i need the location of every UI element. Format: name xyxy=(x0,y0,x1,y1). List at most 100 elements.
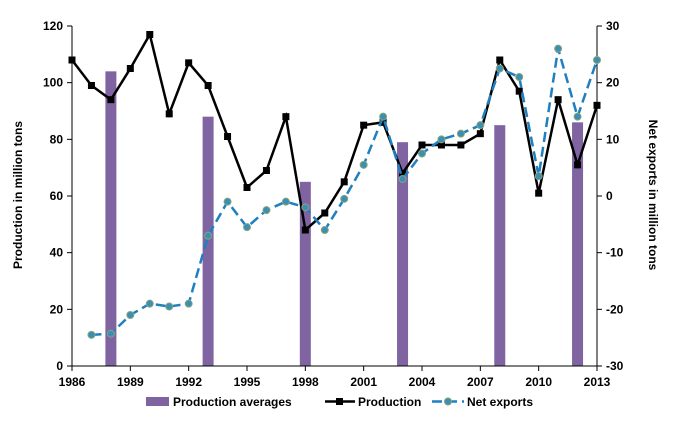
legend-label-production: Production xyxy=(358,395,421,409)
production-point xyxy=(262,167,270,174)
net-exports-point xyxy=(340,194,349,203)
y-right-tick-label: -10 xyxy=(606,246,624,260)
x-tick-label: 2010 xyxy=(525,375,552,389)
y-right-tick-label: 10 xyxy=(606,132,620,146)
net-exports-point xyxy=(165,302,174,311)
x-tick-label: 2007 xyxy=(467,375,494,389)
bars-layer xyxy=(105,71,584,367)
y-left-tick-label: 0 xyxy=(56,359,63,373)
net-exports-point xyxy=(437,135,446,144)
x-tick-label: 1989 xyxy=(117,375,144,389)
bar-production-average xyxy=(397,142,409,366)
legend-swatch-production-averages xyxy=(146,397,169,406)
net-exports-point xyxy=(126,311,135,319)
production-point xyxy=(301,226,309,234)
production-line xyxy=(71,31,599,233)
net-exports-point xyxy=(534,172,543,181)
net-exports-point xyxy=(593,56,601,64)
x-tick-label: 1992 xyxy=(175,375,202,389)
x-tick-label: 1986 xyxy=(59,375,86,389)
production-point xyxy=(146,31,154,38)
production-point xyxy=(554,96,562,104)
y-right-tick-label: -30 xyxy=(606,359,624,373)
net-exports-point xyxy=(87,330,96,339)
net-exports-point xyxy=(204,231,213,240)
x-tick-label: 2001 xyxy=(350,375,377,389)
y-left-tick-label: 40 xyxy=(50,246,64,260)
net-exports-point xyxy=(379,112,388,121)
production-point xyxy=(243,184,251,191)
legend-marker-production xyxy=(336,398,343,405)
y-left-tick-label: 60 xyxy=(50,189,64,203)
production-point xyxy=(282,113,290,121)
net-exports-point xyxy=(515,73,524,81)
production-point xyxy=(185,59,193,67)
legend: Production averages Production Net expor… xyxy=(146,395,533,409)
production-point xyxy=(379,118,387,126)
production-point xyxy=(515,87,523,95)
axes-layer xyxy=(67,25,602,371)
net-exports-point xyxy=(495,64,504,73)
net-exports-layer xyxy=(87,44,601,339)
net-exports-point xyxy=(320,226,329,234)
production-point xyxy=(165,110,173,118)
net-exports-point xyxy=(184,299,193,308)
production-point xyxy=(224,133,232,140)
legend-label-production-averages: Production averages xyxy=(173,395,292,409)
production-point xyxy=(457,141,465,149)
net-exports-point xyxy=(145,299,154,308)
net-exports-point xyxy=(301,203,310,212)
production-point xyxy=(360,121,368,129)
production-point xyxy=(399,169,407,177)
bar-production-average xyxy=(299,181,311,366)
ticks-layer: 1986 1989 1992 1995 1998 2001 2004 2007 2010 2013… xyxy=(43,19,624,389)
production-point xyxy=(496,56,504,64)
y-right-tick-label: 30 xyxy=(606,19,620,33)
net-exports-point xyxy=(476,121,485,130)
net-exports-point xyxy=(398,175,407,183)
production-point xyxy=(68,56,76,64)
x-tick-label: 1998 xyxy=(292,375,319,389)
production-point xyxy=(593,101,601,109)
production-point xyxy=(574,161,582,169)
production-point xyxy=(340,178,348,186)
net-exports-point xyxy=(418,149,426,158)
net-exports-point xyxy=(262,206,271,215)
y-right-tick-label: 20 xyxy=(606,76,620,90)
y-right-tick-label: -20 xyxy=(606,302,624,316)
production-point xyxy=(437,141,445,149)
y-left-tick-label: 120 xyxy=(43,19,63,33)
net-exports-point xyxy=(106,329,115,338)
x-tick-label: 2004 xyxy=(409,375,436,389)
production-point xyxy=(321,209,329,217)
production-point xyxy=(87,82,95,89)
y-axis-right-title: Net exports in million tons xyxy=(646,120,660,271)
net-exports-point xyxy=(223,197,232,206)
net-exports-point xyxy=(359,160,368,169)
legend-label-net-exports: Net exports xyxy=(467,395,533,409)
y-axis-left-title: Production in million tons xyxy=(11,121,25,269)
bar-production-average xyxy=(572,122,584,366)
y-right-tick-label: 0 xyxy=(606,189,613,203)
net-exports-point xyxy=(573,112,582,121)
legend-marker-net-exports xyxy=(444,397,452,406)
x-tick-label: 2013 xyxy=(584,375,611,389)
net-exports-point xyxy=(281,197,290,206)
production-point xyxy=(107,96,115,104)
x-tick-label: 1995 xyxy=(234,375,261,389)
net-exports-point xyxy=(554,44,563,53)
production-point xyxy=(476,130,484,138)
net-exports-point xyxy=(456,129,465,138)
y-left-tick-label: 80 xyxy=(50,132,64,146)
y-left-tick-label: 20 xyxy=(50,302,64,316)
production-point xyxy=(418,141,426,149)
bar-production-average xyxy=(202,116,214,367)
production-point xyxy=(535,189,543,197)
net-exports-point xyxy=(243,223,251,232)
production-point xyxy=(204,82,212,89)
bar-production-average xyxy=(105,71,117,366)
bar-production-average xyxy=(494,125,506,367)
production-layer xyxy=(68,31,601,234)
